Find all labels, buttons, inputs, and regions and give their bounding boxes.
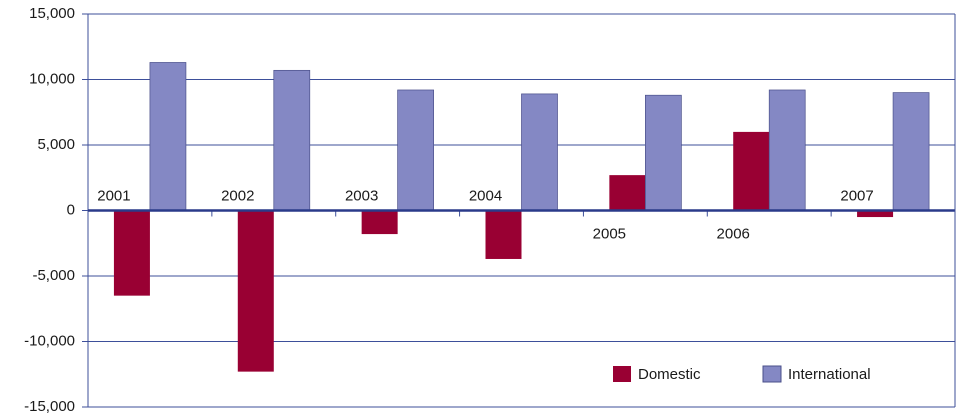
y-tick-label: 0 (67, 201, 75, 218)
bar (485, 210, 522, 259)
bar (857, 210, 894, 218)
x-tick-label: 2007 (840, 187, 873, 204)
bar (609, 175, 646, 211)
bar (397, 89, 434, 211)
bar (113, 210, 150, 296)
y-tick-label: 15,000 (29, 5, 75, 22)
bar (361, 210, 398, 235)
bar (237, 210, 274, 372)
legend-label: Domestic (638, 366, 701, 383)
bar (273, 69, 311, 211)
x-tick-label: 2006 (717, 225, 750, 242)
y-tick-label: -10,000 (24, 332, 75, 349)
bar (149, 62, 187, 211)
legend-label: International (788, 366, 871, 383)
bar (645, 94, 682, 211)
y-tick-label: -15,000 (24, 398, 75, 413)
y-tick-label: 5,000 (37, 136, 75, 153)
x-tick-label: 2005 (593, 225, 626, 242)
y-tick-label: 10,000 (29, 70, 75, 87)
bar (733, 131, 770, 211)
bar (892, 92, 930, 211)
bar (768, 89, 806, 211)
legend-swatch (613, 366, 631, 382)
bar (521, 93, 558, 211)
x-tick-label: 2001 (97, 187, 130, 204)
x-tick-label: 2003 (345, 187, 378, 204)
legend-swatch (762, 365, 782, 383)
x-tick-label: 2004 (469, 187, 502, 204)
x-tick-label: 2002 (221, 187, 254, 204)
y-tick-label: -5,000 (32, 267, 75, 284)
